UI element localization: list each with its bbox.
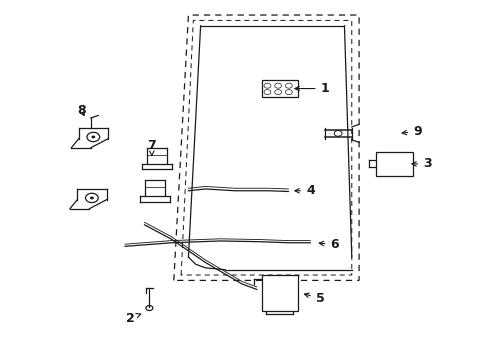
Text: 1: 1 xyxy=(294,82,328,95)
Text: 6: 6 xyxy=(319,238,338,251)
Text: 9: 9 xyxy=(401,125,421,138)
Text: 7: 7 xyxy=(147,139,156,156)
Text: 4: 4 xyxy=(294,184,314,197)
Circle shape xyxy=(90,197,94,199)
Text: 5: 5 xyxy=(304,292,324,305)
FancyBboxPatch shape xyxy=(261,275,298,311)
Text: 8: 8 xyxy=(77,104,85,117)
Circle shape xyxy=(91,135,95,138)
Text: 3: 3 xyxy=(411,157,431,170)
Text: 2: 2 xyxy=(125,311,141,325)
FancyBboxPatch shape xyxy=(375,152,412,176)
FancyBboxPatch shape xyxy=(261,81,298,96)
